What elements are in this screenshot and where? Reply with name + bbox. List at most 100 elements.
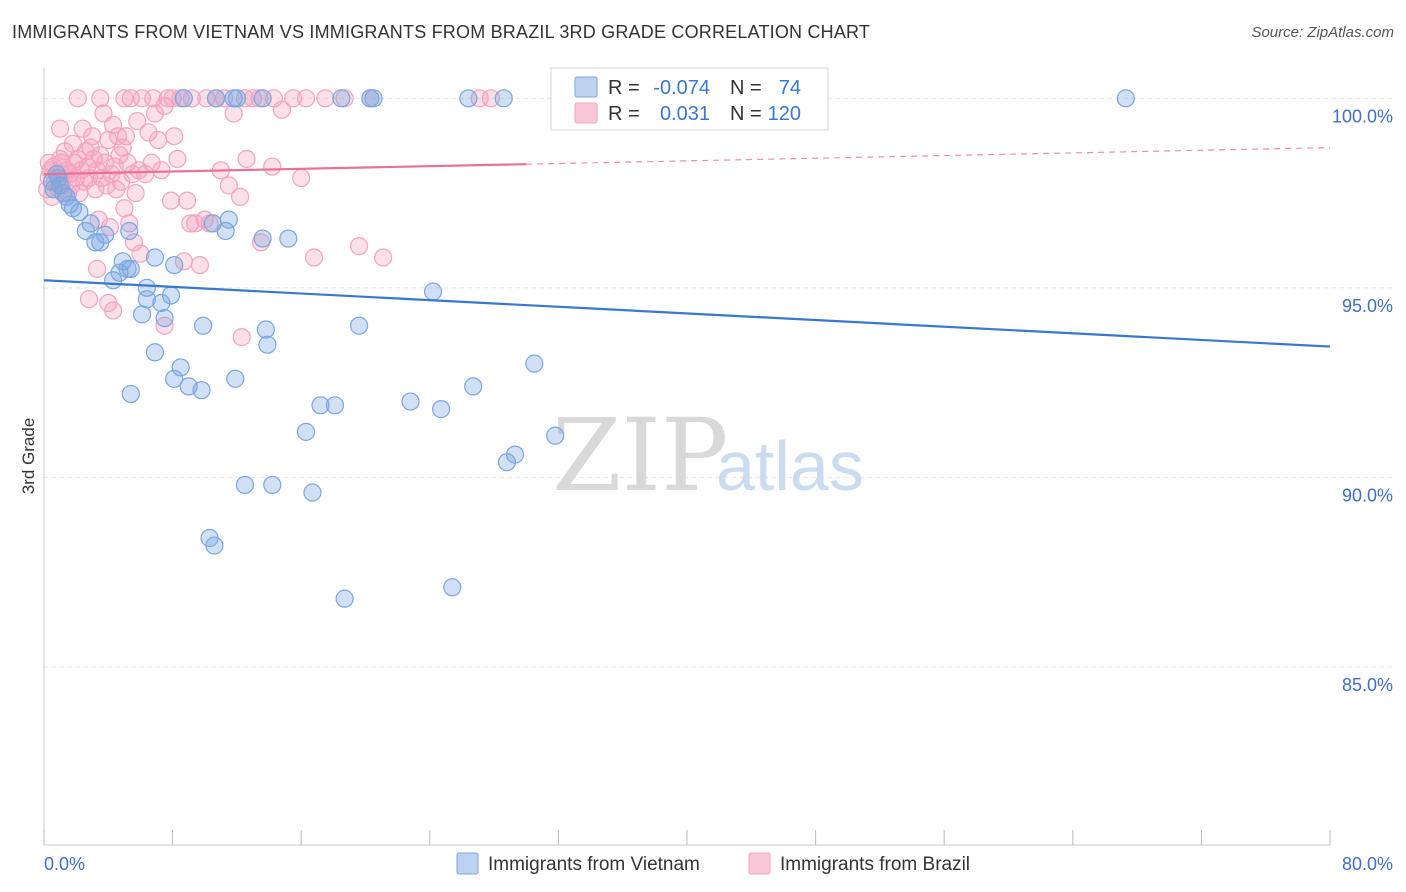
- brazil-point: [87, 259, 107, 278]
- trend-lines: [43, 146, 1331, 348]
- brazil-point: [83, 127, 102, 146]
- brazil-point: [181, 214, 200, 233]
- vietnam-point: [253, 89, 272, 108]
- series-legend: Immigrants from Vietnam Immigrants from …: [456, 852, 970, 875]
- brazil-point: [374, 248, 393, 267]
- vietnam-point: [120, 221, 139, 241]
- brazil-point: [224, 104, 243, 123]
- vietnam-point: [349, 316, 369, 335]
- vietnam-swatch: [574, 76, 598, 98]
- vietnam-point: [311, 396, 330, 415]
- brazil-r-label: R =: [608, 103, 640, 125]
- brazil-point: [115, 89, 134, 108]
- vietnam-points: [42, 89, 1135, 608]
- brazil-point: [116, 127, 136, 146]
- vietnam-point: [546, 426, 565, 445]
- brazil-point: [231, 187, 250, 206]
- vietnam-point: [226, 369, 245, 388]
- brazil-point: [149, 130, 168, 150]
- vietnam-point: [459, 89, 478, 108]
- vietnam-point: [171, 358, 190, 377]
- brazil-trend-line: [43, 163, 527, 176]
- brazil-point: [139, 123, 158, 142]
- vietnam-point: [165, 255, 184, 275]
- y-tick-labels: 85.0% 90.0% 95.0% 100.0%: [1332, 106, 1393, 695]
- brazil-point: [50, 119, 70, 138]
- vietnam-n-value: 74: [779, 77, 801, 99]
- grid-lines: [44, 97, 1393, 668]
- brazil-point: [78, 157, 97, 176]
- brazil-point: [91, 89, 110, 108]
- vietnam-point: [235, 475, 255, 495]
- brazil-point: [86, 180, 105, 199]
- vietnam-point: [443, 578, 462, 597]
- brazil-point: [161, 191, 181, 210]
- x-tick-label-max: 80.0%: [1342, 854, 1393, 874]
- vietnam-point: [194, 316, 213, 335]
- brazil-point: [296, 89, 316, 108]
- brazil-point: [145, 104, 165, 123]
- brazil-point: [104, 301, 123, 320]
- y-tick-label: 100.0%: [1332, 106, 1393, 126]
- vietnam-point: [423, 282, 443, 301]
- y-tick-label: 85.0%: [1342, 675, 1393, 695]
- brazil-n-label: N =: [730, 103, 762, 125]
- y-tick-label: 95.0%: [1342, 296, 1393, 316]
- brazil-point: [263, 157, 282, 176]
- vietnam-n-label: N =: [730, 77, 762, 99]
- vietnam-trend-line: [43, 279, 1331, 348]
- vietnam-point: [263, 475, 282, 495]
- vietnam-point: [137, 278, 156, 297]
- brazil-n-value: 120: [768, 103, 801, 125]
- stats-legend: R = -0.074 N = 74 R = 0.031 N = 120: [550, 67, 829, 131]
- vietnam-point: [155, 309, 174, 328]
- brazil-point: [190, 255, 210, 275]
- y-axis-title: 3rd Grade: [19, 418, 38, 495]
- vietnam-point: [174, 89, 193, 108]
- vietnam-point: [219, 210, 238, 229]
- brazil-point: [316, 89, 335, 108]
- brazil-point: [237, 149, 256, 169]
- brazil-point: [165, 127, 184, 146]
- vietnam-point: [95, 225, 115, 244]
- vietnam-point: [145, 343, 165, 362]
- brazil-point: [104, 115, 123, 134]
- vietnam-point: [1116, 89, 1135, 108]
- vietnam-point: [227, 89, 246, 108]
- vietnam-point: [401, 392, 420, 411]
- brazil-point: [186, 214, 205, 233]
- vietnam-point: [161, 286, 181, 305]
- vietnam-point: [494, 89, 513, 108]
- vietnam-point: [86, 233, 105, 252]
- brazil-point: [73, 119, 92, 138]
- brazil-point: [120, 214, 139, 233]
- legend-brazil-label: Immigrants from Brazil: [780, 854, 970, 875]
- vietnam-point: [364, 89, 383, 108]
- brazil-point: [128, 111, 147, 131]
- watermark-zip: ZIP: [552, 397, 728, 514]
- vietnam-point: [81, 214, 100, 233]
- vietnam-point: [303, 483, 322, 502]
- brazil-point: [126, 183, 145, 203]
- y-tick-label: 90.0%: [1342, 485, 1393, 505]
- brazil-point: [481, 89, 500, 108]
- legend-vietnam-swatch: [456, 852, 479, 875]
- brazil-point: [155, 316, 174, 335]
- brazil-points: [38, 89, 500, 347]
- x-tick-label-min: 0.0%: [44, 854, 85, 874]
- brazil-point: [349, 237, 369, 256]
- legend-vietnam-label: Immigrants from Vietnam: [488, 854, 700, 875]
- brazil-point: [152, 161, 171, 180]
- vietnam-point: [296, 422, 316, 441]
- vietnam-point: [121, 259, 140, 278]
- vietnam-point: [525, 354, 544, 373]
- brazil-point: [232, 328, 251, 347]
- vietnam-point: [464, 377, 483, 396]
- watermark-atlas: atlas: [716, 427, 864, 505]
- vietnam-r-label: R =: [608, 77, 640, 99]
- vietnam-point: [497, 453, 517, 472]
- brazil-point: [292, 168, 311, 188]
- brazil-point: [219, 176, 238, 195]
- vietnam-point: [121, 384, 140, 404]
- chart-source: Source: ZipAtlas.com: [1251, 24, 1394, 41]
